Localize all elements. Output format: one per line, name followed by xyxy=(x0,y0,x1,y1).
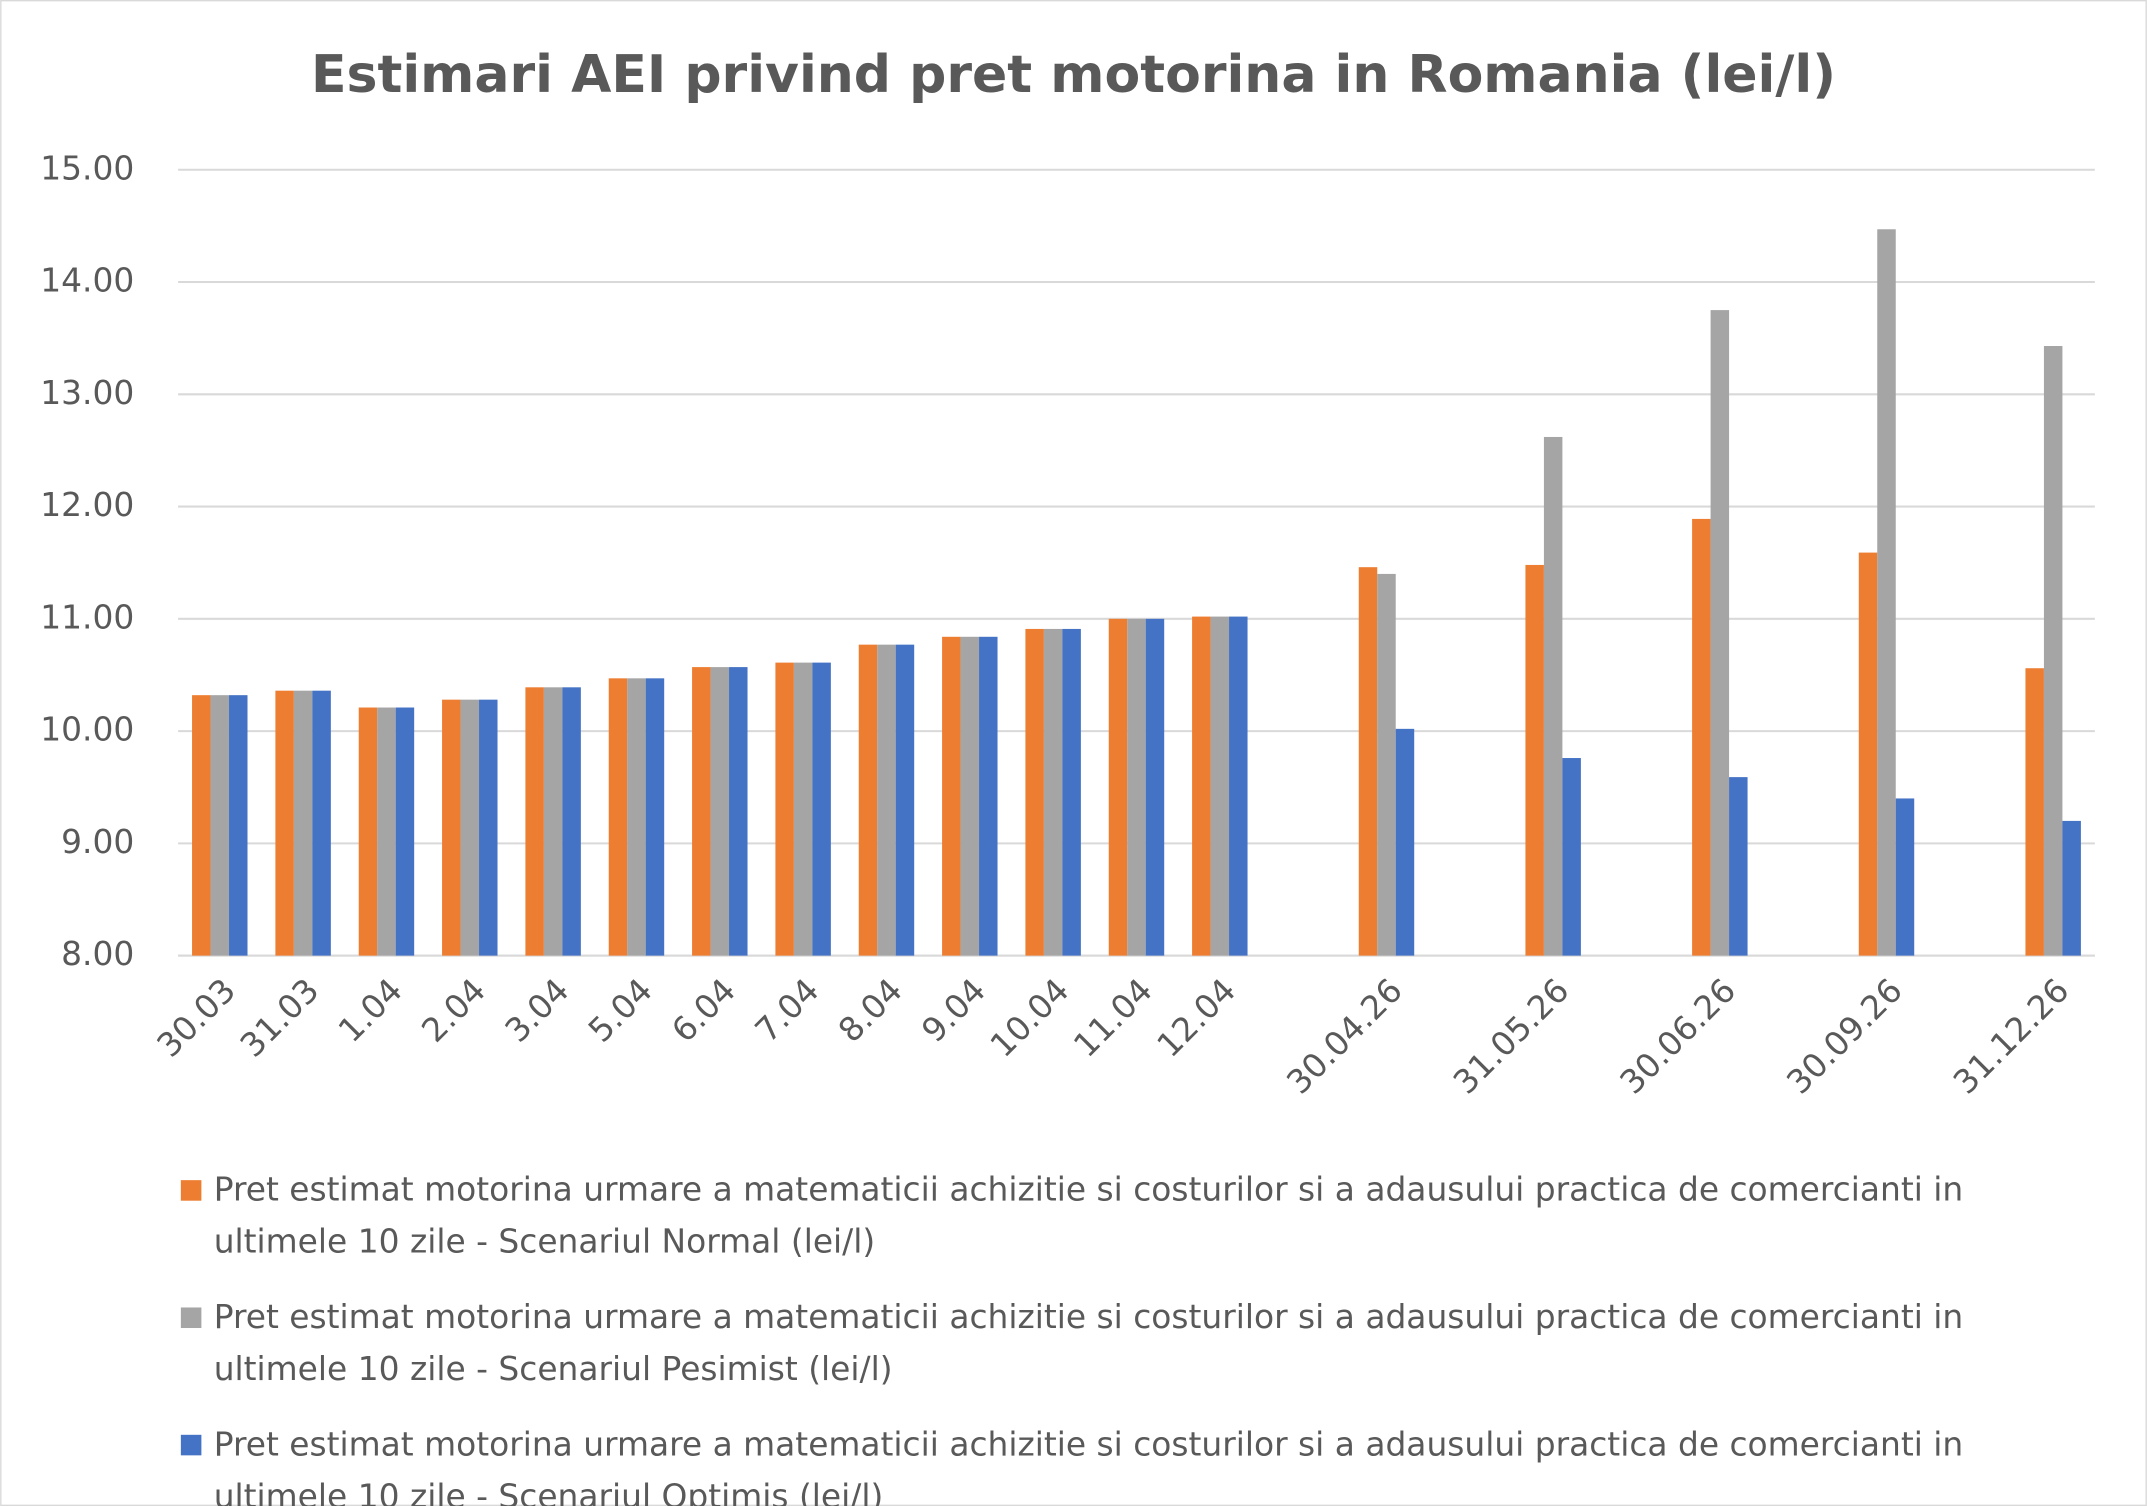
bar xyxy=(627,678,646,956)
bar xyxy=(812,662,831,956)
y-tick-label: 10.00 xyxy=(40,711,134,749)
y-tick-label: 12.00 xyxy=(40,486,134,524)
bar xyxy=(858,644,878,956)
legend-label: Pret estimat motorina urmare a matematic… xyxy=(213,1297,1964,1389)
bar xyxy=(293,690,313,956)
bar xyxy=(2043,346,2063,956)
bar xyxy=(1710,310,1730,956)
bar xyxy=(1145,618,1165,956)
bar xyxy=(1895,798,1915,956)
legend-label: Pret estimat motorina urmare a matematic… xyxy=(213,1425,1964,1506)
bar xyxy=(1377,573,1396,956)
bar xyxy=(960,636,980,956)
bar xyxy=(1062,628,1081,956)
bar xyxy=(1127,618,1146,956)
bar xyxy=(793,662,813,956)
bar xyxy=(895,644,915,956)
bar xyxy=(942,636,961,956)
bar xyxy=(1858,552,1878,956)
bar xyxy=(1562,758,1581,956)
bar xyxy=(1729,777,1748,956)
bar xyxy=(608,678,628,956)
bar xyxy=(1229,616,1248,956)
legend-swatch xyxy=(180,1307,202,1329)
bar xyxy=(229,695,248,956)
bar xyxy=(1358,567,1378,956)
bar xyxy=(729,667,748,956)
bar xyxy=(2062,820,2081,956)
bar xyxy=(1877,229,1896,956)
bar xyxy=(442,699,461,956)
bar xyxy=(562,687,581,956)
bar xyxy=(645,678,665,956)
bar xyxy=(275,690,294,956)
chart-title: Estimari AEI privind pret motorina in Ro… xyxy=(311,45,1836,105)
bar xyxy=(710,667,730,956)
legend-entry: Pret estimat motorina urmare a matematic… xyxy=(213,1425,1964,1506)
bar xyxy=(1210,616,1230,956)
bar xyxy=(358,707,378,956)
bar xyxy=(1525,564,1544,956)
legend-swatch xyxy=(180,1434,202,1456)
bar xyxy=(775,662,794,956)
legend-entry: Pret estimat motorina urmare a matematic… xyxy=(213,1297,1964,1389)
bar xyxy=(525,687,544,956)
bar xyxy=(979,636,998,956)
bar xyxy=(192,695,211,956)
y-tick-label: 13.00 xyxy=(40,374,134,412)
bar xyxy=(395,707,415,956)
bar xyxy=(460,699,480,956)
bar xyxy=(1043,628,1063,956)
bar xyxy=(877,644,896,956)
bar xyxy=(479,699,498,956)
y-tick-label: 8.00 xyxy=(61,935,134,973)
bar xyxy=(543,687,563,956)
bar xyxy=(1543,436,1563,956)
bar xyxy=(1108,618,1128,956)
bar xyxy=(1192,616,1211,956)
legend-entry: Pret estimat motorina urmare a matematic… xyxy=(213,1170,1964,1261)
bar xyxy=(2025,668,2044,956)
y-tick-label: 9.00 xyxy=(61,823,134,861)
legend-label: Pret estimat motorina urmare a matematic… xyxy=(213,1170,1964,1261)
bar xyxy=(1025,628,1044,956)
bar xyxy=(1692,518,1711,956)
legend-swatch xyxy=(180,1180,202,1201)
y-tick-label: 15.00 xyxy=(40,149,134,187)
bar xyxy=(1395,728,1415,956)
bar xyxy=(312,690,331,956)
y-tick-label: 11.00 xyxy=(40,598,134,636)
y-tick-label: 14.00 xyxy=(40,262,134,300)
bar xyxy=(377,707,396,956)
bar xyxy=(692,667,711,956)
bar xyxy=(210,695,230,956)
